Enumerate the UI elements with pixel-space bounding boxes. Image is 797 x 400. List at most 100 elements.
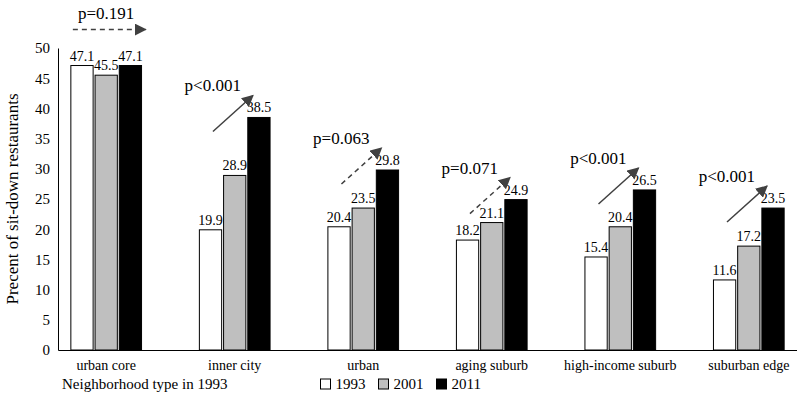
y-tick: 30 xyxy=(35,161,58,177)
data-label: 45.5 xyxy=(94,58,119,73)
y-tick-label: 30 xyxy=(35,161,50,177)
bar-series xyxy=(71,66,736,350)
y-tick: 35 xyxy=(35,131,58,147)
bar xyxy=(456,240,478,350)
trend-arrow xyxy=(73,29,146,31)
y-tick: 0 xyxy=(43,342,59,358)
bar xyxy=(352,208,374,350)
trend-arrow xyxy=(341,148,381,184)
y-tick-label: 25 xyxy=(35,191,50,207)
legend-label: 2011 xyxy=(452,376,481,392)
bar xyxy=(328,227,350,350)
x-tick-label: urban core xyxy=(76,358,135,373)
x-tick: urban core xyxy=(76,350,135,373)
data-label: 24.9 xyxy=(504,183,529,198)
y-tick-label: 10 xyxy=(35,282,50,298)
x-tick: suburban edge xyxy=(708,350,789,373)
x-tick-label: inner city xyxy=(208,358,261,373)
chart: 47.1 19.9 20.4 18.2 15.4 11.6 45.5 28.9 23.5 21.1… xyxy=(0,0,797,400)
trend-arrow xyxy=(598,168,638,204)
data-label: 19.9 xyxy=(198,213,223,228)
y-tick-label: 15 xyxy=(35,252,50,268)
x-tick-label: urban xyxy=(347,358,379,373)
data-label: 47.1 xyxy=(70,49,95,64)
bar xyxy=(762,208,784,350)
y-tick: 40 xyxy=(35,101,58,117)
y-tick: 5 xyxy=(43,312,59,328)
x-tick: urban xyxy=(347,350,379,373)
y-tick: 20 xyxy=(35,222,58,238)
bar xyxy=(95,75,117,350)
data-label: 15.4 xyxy=(584,240,609,255)
bar xyxy=(224,175,246,350)
y-tick: 15 xyxy=(35,252,58,268)
y-tick: 25 xyxy=(35,191,58,207)
annotations: p=0.191p<0.001p=0.063p=0.071p<0.001p<0.0… xyxy=(73,4,767,223)
data-label: 21.1 xyxy=(480,206,505,221)
legend: 1993 2001 2011 xyxy=(321,376,481,392)
x-tick: high-income suburb xyxy=(564,350,676,373)
bar xyxy=(633,190,655,350)
y-tick-label: 50 xyxy=(35,40,50,56)
p-value: p=0.191 xyxy=(78,4,134,23)
bar xyxy=(376,170,398,350)
data-label: 38.5 xyxy=(247,100,272,115)
legend-swatch xyxy=(437,379,447,389)
y-tick-label: 20 xyxy=(35,222,50,238)
x-axis-title: Neighborhood type in 1993 xyxy=(62,376,227,392)
trend-arrow xyxy=(470,178,510,214)
bar xyxy=(199,230,221,350)
data-label: 18.2 xyxy=(455,223,480,238)
x-tick: aging suburb xyxy=(455,350,528,373)
legend-label: 1993 xyxy=(336,376,366,392)
data-label: 29.8 xyxy=(375,153,400,168)
data-label: 26.5 xyxy=(632,173,657,188)
data-labels: 47.1 19.9 20.4 18.2 15.4 11.6 45.5 28.9 23.5 21.1… xyxy=(70,49,786,278)
y-tick: 45 xyxy=(35,71,58,87)
data-label: 28.9 xyxy=(222,158,247,173)
trend-arrow xyxy=(727,186,767,222)
bar-series xyxy=(95,75,760,350)
y-tick: 50 xyxy=(35,40,58,56)
bar xyxy=(713,280,735,350)
p-value: p<0.001 xyxy=(185,76,241,95)
x-axis-line xyxy=(59,350,797,351)
y-tick: 10 xyxy=(35,282,58,298)
p-value: p<0.001 xyxy=(699,167,755,186)
bar-series xyxy=(119,66,784,350)
bar xyxy=(119,66,141,350)
bar xyxy=(609,227,631,350)
legend-swatch xyxy=(321,379,331,389)
y-axis-title: Precent of sit-down restaurants xyxy=(3,93,22,304)
legend-swatch xyxy=(379,379,389,389)
x-tick-label: high-income suburb xyxy=(564,358,676,373)
bar xyxy=(71,66,93,350)
bar xyxy=(481,223,503,350)
data-label: 11.6 xyxy=(713,263,737,278)
data-label: 47.1 xyxy=(118,49,143,64)
y-tick-label: 35 xyxy=(35,131,50,147)
p-value: p=0.063 xyxy=(313,129,369,148)
bar xyxy=(738,246,760,350)
data-label: 20.4 xyxy=(608,210,633,225)
y-tick-label: 45 xyxy=(35,71,50,87)
bar xyxy=(248,117,270,350)
y-tick-label: 0 xyxy=(43,342,51,358)
legend-label: 2001 xyxy=(394,376,424,392)
bar xyxy=(505,200,527,350)
x-tick: inner city xyxy=(208,350,261,373)
x-tick-label: aging suburb xyxy=(455,358,528,373)
bar xyxy=(585,257,607,350)
y-axis: 0 5 10 15 20 25 30 35 40 45 50 xyxy=(35,40,59,358)
data-label: 23.5 xyxy=(761,191,786,206)
trend-arrow xyxy=(213,95,253,131)
bars xyxy=(71,66,784,350)
x-tick-label: suburban edge xyxy=(708,358,789,373)
data-label: 17.2 xyxy=(737,229,762,244)
p-value: p<0.001 xyxy=(570,149,626,168)
y-axis-line xyxy=(58,49,59,351)
data-label: 23.5 xyxy=(351,191,376,206)
y-tick-label: 5 xyxy=(43,312,51,328)
data-label: 20.4 xyxy=(327,210,352,225)
x-axis: urban core inner city urban aging suburb hig… xyxy=(59,350,797,373)
